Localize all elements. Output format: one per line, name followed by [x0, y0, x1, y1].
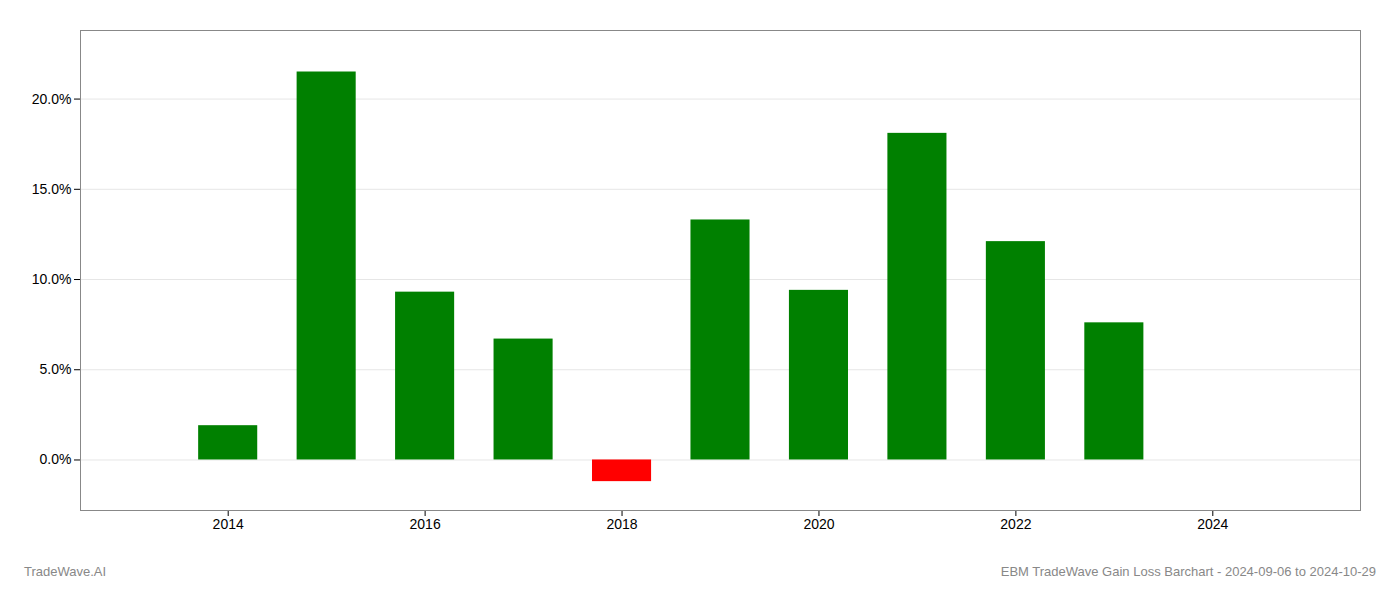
svg-text:0.0%: 0.0% [40, 451, 72, 467]
svg-text:2014: 2014 [213, 516, 244, 532]
svg-text:15.0%: 15.0% [32, 181, 72, 197]
svg-text:5.0%: 5.0% [40, 361, 72, 377]
html-text:EBM TradeWave Gain Loss Barcha: EBM TradeWave Gain Loss Barchart - 2024-… [1000, 564, 1376, 579]
svg-text:2018: 2018 [606, 516, 637, 532]
svg-text:2020: 2020 [803, 516, 834, 532]
html-text:TradeWave.AI: TradeWave.AI [24, 564, 107, 579]
svg-text:2022: 2022 [1000, 516, 1031, 532]
svg-text:10.0%: 10.0% [32, 271, 72, 287]
svg-text:20.0%: 20.0% [32, 91, 72, 107]
svg-text:2016: 2016 [410, 516, 441, 532]
svg-text:2024: 2024 [1197, 516, 1228, 532]
